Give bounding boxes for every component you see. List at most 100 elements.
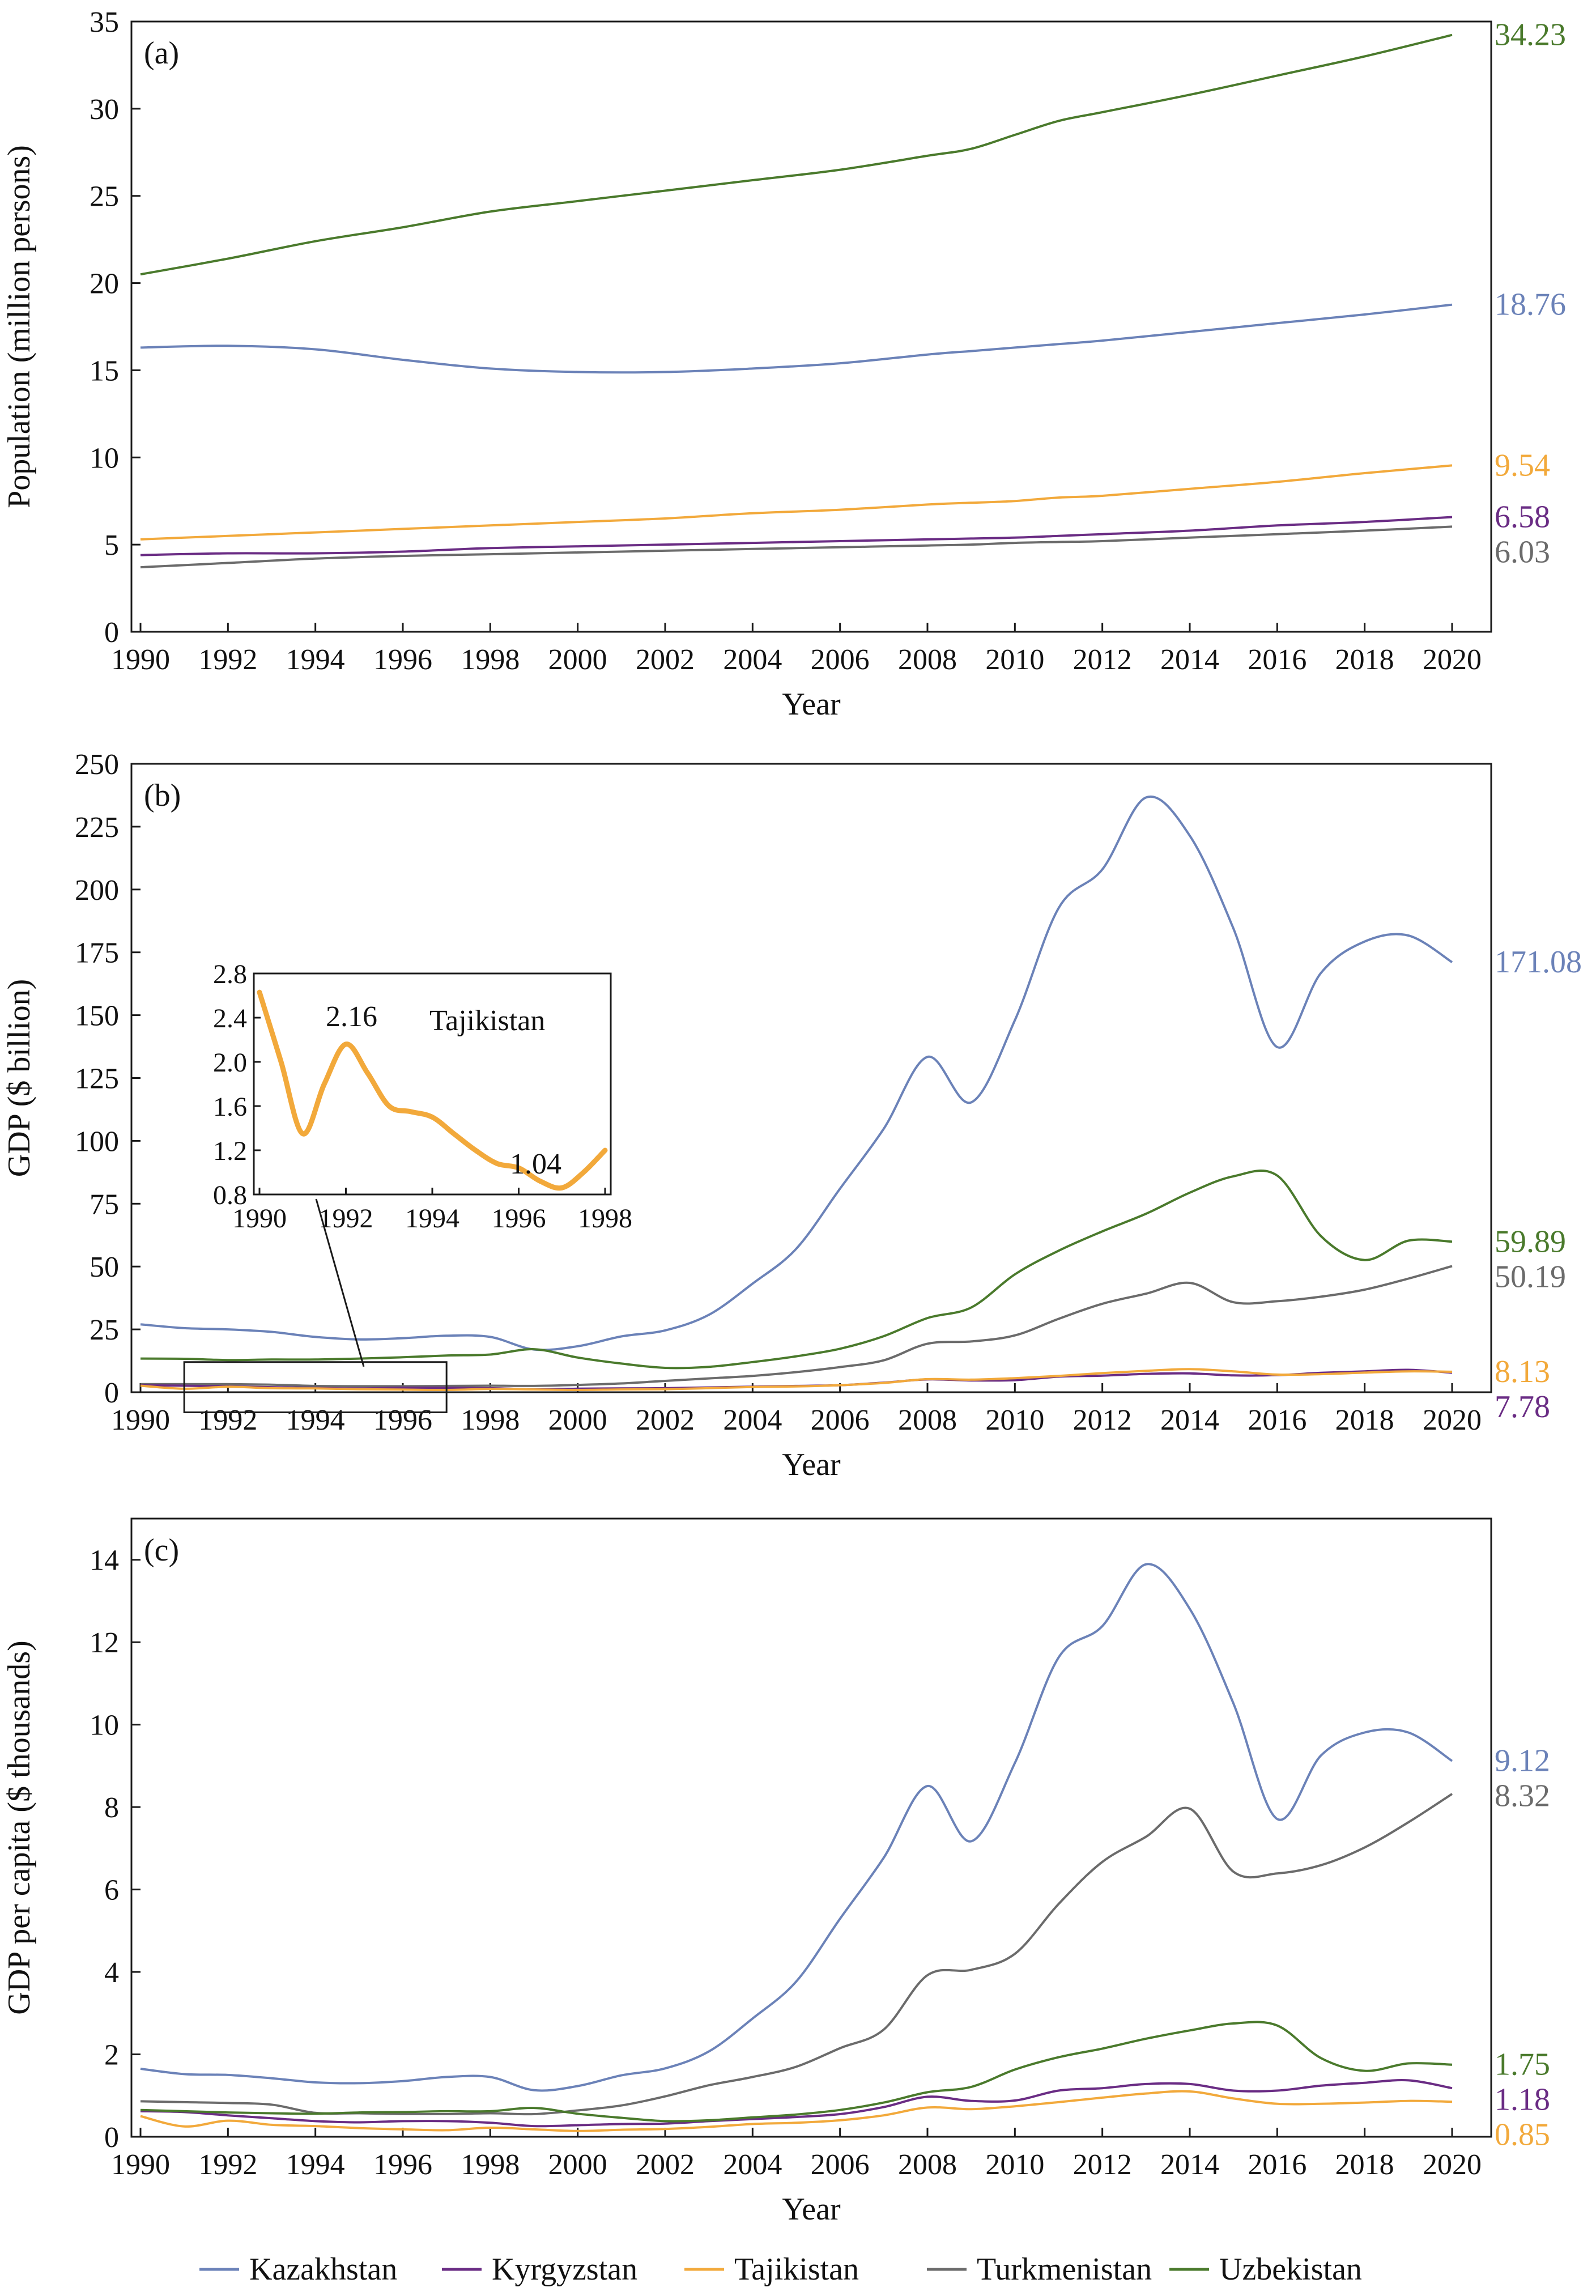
inset-series-line-tajikistan bbox=[257, 989, 608, 1191]
x-tick-label: 2000 bbox=[548, 644, 607, 676]
y-tick-label: 0 bbox=[104, 1377, 119, 1409]
y-tick-label: 200 bbox=[75, 874, 119, 907]
end-label-tajikistan: 0.85 bbox=[1495, 2118, 1550, 2153]
x-tick-label: 2014 bbox=[1160, 2149, 1219, 2181]
y-tick-label: 150 bbox=[75, 1000, 119, 1032]
y-tick-label: 12 bbox=[90, 1627, 119, 1659]
y-tick-label: 25 bbox=[90, 1314, 119, 1346]
panel-a: 1990 1992 1994 1996 1998 2000 2002 2004 2006 2008… bbox=[2, 6, 1566, 722]
inset-x-tick-label: 1996 bbox=[492, 1204, 546, 1234]
x-tick-label: 2006 bbox=[811, 1404, 870, 1436]
y-tick-label: 250 bbox=[75, 749, 119, 781]
inset-x-tick-label: 1998 bbox=[578, 1204, 632, 1234]
end-label-turkmenistan: 50.19 bbox=[1495, 1259, 1566, 1294]
inset-frame bbox=[253, 972, 612, 1196]
y-tick-label: 50 bbox=[90, 1251, 119, 1283]
panel-label: (a) bbox=[144, 36, 179, 71]
series-line-kyrgyzstan bbox=[140, 516, 1453, 556]
end-label-uzbekistan: 1.75 bbox=[1495, 2047, 1550, 2082]
y-tick-label: 15 bbox=[90, 355, 119, 387]
inset-y-tick-label: 1.2 bbox=[213, 1136, 247, 1166]
panel-label: (c) bbox=[144, 1533, 179, 1568]
legend-label-turkmenistan: Turkmenistan bbox=[977, 2252, 1152, 2287]
x-tick-label: 2004 bbox=[723, 1404, 782, 1436]
end-label-turkmenistan: 6.03 bbox=[1495, 535, 1550, 570]
x-tick-label: 2020 bbox=[1423, 1404, 1482, 1436]
legend-item-uzbekistan: Uzbekistan bbox=[1169, 2252, 1362, 2287]
series-line-uzbekistan bbox=[140, 33, 1453, 276]
y-tick-label: 6 bbox=[104, 1874, 119, 1907]
x-axis-label: Year bbox=[782, 2192, 841, 2227]
x-tick-label: 1998 bbox=[461, 644, 520, 676]
x-tick-label: 1992 bbox=[198, 2149, 257, 2181]
series-line-tajikistan bbox=[140, 2090, 1453, 2132]
legend-label-tajikistan: Tajikistan bbox=[734, 2252, 859, 2287]
x-tick-label: 2018 bbox=[1335, 644, 1394, 676]
x-tick-label: 2006 bbox=[811, 644, 870, 676]
zoom-box bbox=[183, 1361, 448, 1413]
x-tick-label: 1996 bbox=[373, 2149, 432, 2181]
series-line-kyrgyzstan bbox=[140, 2079, 1453, 2128]
y-tick-label: 14 bbox=[90, 1545, 119, 1577]
x-tick-label: 2006 bbox=[811, 2149, 870, 2181]
x-tick-label: 2008 bbox=[898, 1404, 957, 1436]
x-tick-label: 1996 bbox=[373, 1404, 432, 1436]
y-tick-label: 30 bbox=[90, 93, 119, 126]
legend: Kazakhstan Kyrgyzstan Tajikistan Turkmenist… bbox=[199, 2252, 1362, 2287]
series-line-tajikistan bbox=[140, 1368, 1453, 1392]
series-line-kazakhstan bbox=[140, 795, 1453, 1351]
y-tick-label: 8 bbox=[104, 1792, 119, 1824]
y-tick-label: 25 bbox=[90, 181, 119, 213]
y-axis-label: GDP per capita ($ thousands) bbox=[2, 1640, 37, 2014]
series-line-uzbekistan bbox=[140, 1170, 1453, 1370]
x-tick-label: 2014 bbox=[1160, 1404, 1219, 1436]
x-tick-label: 2004 bbox=[723, 2149, 782, 2181]
y-axis-label: GDP ($ billion) bbox=[2, 979, 37, 1177]
x-tick-label: 2018 bbox=[1335, 1404, 1394, 1436]
inset-y-tick-label: 2.0 bbox=[213, 1048, 247, 1078]
end-label-uzbekistan: 34.23 bbox=[1495, 18, 1566, 53]
y-tick-label: 10 bbox=[90, 1710, 119, 1742]
legend-item-tajikistan: Tajikistan bbox=[684, 2252, 859, 2287]
end-label-kazakhstan: 9.12 bbox=[1495, 1744, 1550, 1779]
end-label-tajikistan: 9.54 bbox=[1495, 448, 1550, 483]
x-tick-label: 1994 bbox=[286, 2149, 345, 2181]
end-label-tajikistan: 8.13 bbox=[1495, 1354, 1550, 1389]
series-line-turkmenistan bbox=[140, 525, 1453, 569]
y-tick-label: 100 bbox=[75, 1125, 119, 1158]
y-tick-label: 20 bbox=[90, 268, 119, 300]
x-tick-label: 2002 bbox=[636, 1404, 695, 1436]
legend-label-kazakhstan: Kazakhstan bbox=[249, 2252, 397, 2287]
legend-item-kyrgyzstan: Kyrgyzstan bbox=[442, 2252, 637, 2287]
y-tick-label: 75 bbox=[90, 1188, 119, 1221]
x-tick-label: 1992 bbox=[198, 644, 257, 676]
x-tick-label: 2002 bbox=[636, 644, 695, 676]
end-label-kazakhstan: 18.76 bbox=[1495, 287, 1566, 322]
inset-y-tick-label: 1.6 bbox=[213, 1092, 247, 1122]
x-tick-label: 1998 bbox=[461, 2149, 520, 2181]
plot-frame bbox=[130, 20, 1492, 633]
series-line-uzbekistan bbox=[140, 2021, 1453, 2123]
end-label-kazakhstan: 171.08 bbox=[1495, 945, 1582, 980]
end-label-kyrgyzstan: 7.78 bbox=[1495, 1389, 1550, 1425]
series-line-turkmenistan bbox=[141, 1265, 1453, 1388]
series-line-kazakhstan bbox=[140, 303, 1453, 374]
inset-annotation: 2.16 bbox=[326, 1001, 377, 1033]
x-tick-label: 1994 bbox=[286, 1404, 345, 1436]
inset-x-tick-label: 1992 bbox=[319, 1204, 373, 1234]
legend-item-kazakhstan: Kazakhstan bbox=[199, 2252, 397, 2287]
panel-c: 1990 1992 1994 1996 1998 2000 2002 2004 2006 2008… bbox=[2, 1517, 1550, 2227]
end-label-kyrgyzstan: 1.18 bbox=[1495, 2082, 1550, 2118]
y-tick-label: 10 bbox=[90, 442, 119, 474]
x-tick-label: 2010 bbox=[985, 1404, 1044, 1436]
x-tick-label: 1992 bbox=[198, 1404, 257, 1436]
x-tick-label: 2012 bbox=[1073, 1404, 1132, 1436]
inset-tajikistan: 1990 1992 1994 1996 1998 0.8 1.2 1.6 2.0 2.4 2.8 Ta… bbox=[183, 959, 632, 1413]
end-label-turkmenistan: 8.32 bbox=[1495, 1779, 1550, 1814]
x-tick-label: 2000 bbox=[548, 2149, 607, 2181]
x-tick-label: 2020 bbox=[1423, 2149, 1482, 2181]
y-tick-label: 35 bbox=[90, 6, 119, 39]
inset-x-tick-label: 1994 bbox=[405, 1204, 459, 1234]
y-tick-label: 5 bbox=[104, 529, 119, 562]
